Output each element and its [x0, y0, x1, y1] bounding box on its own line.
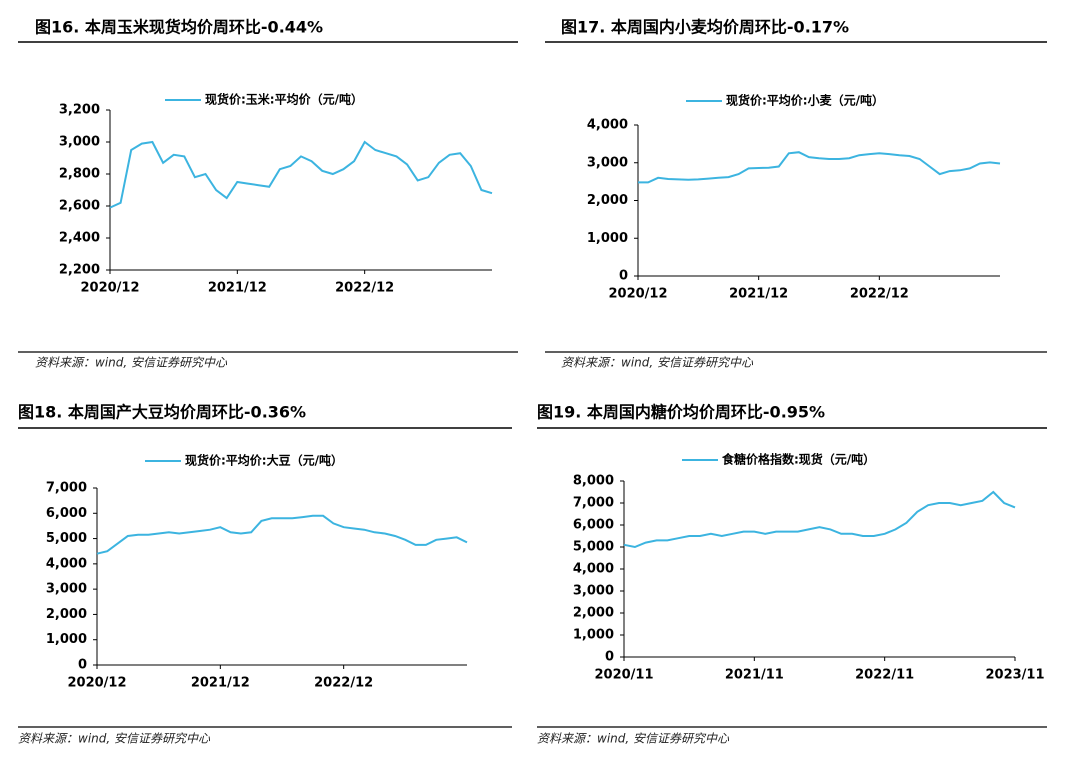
series-line: [109, 140, 493, 209]
y-tick-label: 3,200: [59, 103, 100, 118]
chart-title: 图19. 本周国内糖价均价周环比-0.95%: [537, 403, 825, 422]
y-tick-label: 2,200: [59, 263, 100, 278]
x-tick-label: 2020/12: [67, 676, 126, 691]
y-tick-label: 1,000: [46, 632, 87, 647]
source-note: 资料来源：wind, 安信证券研究中心: [18, 732, 211, 746]
y-tick-label: 1,000: [573, 628, 614, 643]
y-tick-label: 0: [78, 658, 87, 673]
chart-title: 图17. 本周国内小麦均价周环比-0.17%: [561, 18, 849, 37]
x-tick-label: 2022/12: [314, 676, 373, 691]
y-tick-label: 4,000: [46, 556, 87, 571]
y-tick-label: 2,800: [59, 167, 100, 182]
series-line: [623, 490, 1016, 549]
x-tick-label: 2020/12: [608, 287, 667, 302]
legend-label: 食糖价格指数:现货（元/吨）: [721, 452, 875, 467]
x-tick-label: 2021/12: [208, 281, 267, 296]
y-tick-label: 2,600: [59, 199, 100, 214]
x-tick-label: 2022/11: [855, 668, 914, 683]
y-tick-label: 5,000: [573, 540, 614, 555]
y-tick-label: 4,000: [587, 118, 628, 133]
y-tick-label: 2,000: [587, 193, 628, 208]
source-note: 资料来源：wind, 安信证券研究中心: [537, 732, 730, 746]
x-tick-label: 2022/12: [850, 287, 909, 302]
y-tick-label: 6,000: [573, 518, 614, 533]
x-tick-label: 2020/12: [80, 281, 139, 296]
chart-title: 图18. 本周国产大豆均价周环比-0.36%: [18, 403, 306, 422]
legend-label: 现货价:玉米:平均价（元/吨）: [205, 92, 363, 107]
x-tick-label: 2021/11: [725, 668, 784, 683]
y-tick-label: 2,000: [573, 606, 614, 621]
series-line: [96, 514, 468, 555]
chart-title: 图16. 本周玉米现货均价周环比-0.44%: [35, 18, 323, 37]
y-tick-label: 6,000: [46, 506, 87, 521]
y-tick-label: 7,000: [573, 496, 614, 511]
y-tick-label: 7,000: [46, 481, 87, 496]
x-tick-label: 2021/12: [191, 676, 250, 691]
y-tick-label: 1,000: [587, 231, 628, 246]
y-tick-label: 3,000: [573, 584, 614, 599]
legend-label: 现货价:平均价:小麦（元/吨）: [726, 93, 884, 108]
y-tick-label: 0: [605, 650, 614, 665]
y-tick-label: 5,000: [46, 531, 87, 546]
x-tick-label: 2022/12: [335, 281, 394, 296]
y-tick-label: 3,000: [587, 155, 628, 170]
y-tick-label: 0: [619, 269, 628, 284]
y-tick-label: 2,400: [59, 231, 100, 246]
x-tick-label: 2020/11: [594, 668, 653, 683]
x-tick-label: 2021/12: [729, 287, 788, 302]
legend-label: 现货价:平均价:大豆（元/吨）: [185, 453, 343, 468]
y-tick-label: 3,000: [59, 135, 100, 150]
source-note: 资料来源：wind, 安信证券研究中心: [35, 356, 228, 370]
y-tick-label: 8,000: [573, 474, 614, 489]
y-tick-label: 4,000: [573, 562, 614, 577]
y-tick-label: 2,000: [46, 607, 87, 622]
source-note: 资料来源：wind, 安信证券研究中心: [561, 356, 754, 370]
x-tick-label: 2023/11: [985, 668, 1044, 683]
y-tick-label: 3,000: [46, 582, 87, 597]
series-line: [638, 151, 1001, 184]
